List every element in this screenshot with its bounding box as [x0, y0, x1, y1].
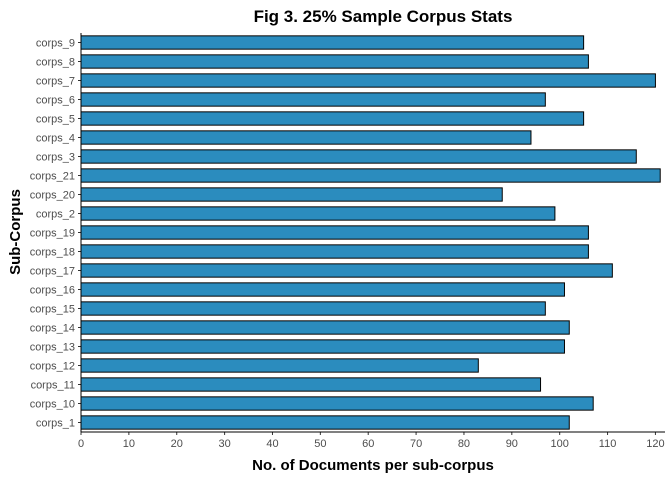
y-tick-label: corps_18	[30, 247, 75, 259]
x-tick-label: 50	[314, 438, 326, 450]
bar-corps_12	[80, 358, 479, 373]
y-axis-title: Sub-Corpus	[7, 189, 24, 275]
x-tick-label: 40	[266, 438, 278, 450]
x-tick-label: 30	[218, 438, 230, 450]
x-tick-label: 100	[551, 438, 569, 450]
x-tick-label: 90	[506, 438, 518, 450]
y-axis-ticks: corps_9 corps_8 corps_7 corps_6 corps_5corps…	[30, 38, 81, 430]
bar-corps_8	[80, 54, 589, 69]
bar-corps_2	[80, 206, 556, 221]
y-tick-label: corps_2	[36, 209, 75, 221]
bar-corps_7	[80, 73, 656, 88]
y-tick-label: corps_17	[30, 266, 75, 278]
bar-corps_6	[80, 92, 546, 107]
chart-title: Fig 3. 25% Sample Corpus Stats	[254, 7, 513, 26]
bar-corps_11	[80, 377, 542, 392]
y-tick-label: corps_6	[36, 95, 75, 107]
bar-corps_17	[80, 263, 613, 278]
x-tick-label: 60	[362, 438, 374, 450]
bar-corps_20	[80, 187, 503, 202]
y-tick-label: corps_19	[30, 228, 75, 240]
bar-corps_4	[80, 130, 532, 145]
y-tick-label: corps_8	[36, 57, 75, 69]
bar-corps_10	[80, 396, 594, 411]
bar-corps_16	[80, 282, 565, 297]
bar-corps_14	[80, 320, 570, 335]
y-tick-label: corps_12	[30, 361, 75, 373]
x-tick-label: 110	[599, 438, 617, 450]
x-tick-label: 80	[458, 438, 470, 450]
x-axis-title: No. of Documents per sub-corpus	[252, 457, 494, 474]
y-tick-label: corps_15	[30, 304, 75, 316]
y-tick-label: corps_10	[30, 399, 75, 411]
y-tick-label: corps_7	[36, 76, 75, 88]
x-tick-label: 120	[646, 438, 664, 450]
y-tick-label: corps_11	[31, 380, 75, 392]
bar-corps_5	[80, 111, 585, 126]
bar-corps_9	[80, 35, 585, 50]
x-tick-label: 0	[78, 438, 84, 450]
y-tick-label: corps_1	[36, 418, 75, 430]
bar-corps_18	[80, 244, 589, 259]
bar-corps_3	[80, 149, 637, 164]
x-tick-label: 70	[410, 438, 422, 450]
y-tick-label: corps_9	[36, 38, 75, 50]
bar-corps_1	[80, 415, 570, 430]
y-tick-label: corps_3	[36, 152, 75, 164]
x-tick-label: 10	[123, 438, 135, 450]
y-tick-label: corps_16	[30, 285, 75, 297]
x-axis-ticks: 0 10 20 30 40 50 60 70 80 90 100 110 120	[78, 432, 665, 450]
bar-corps_13	[80, 339, 565, 354]
bars-group	[80, 35, 661, 430]
y-tick-label: corps_20	[30, 190, 75, 202]
bar-corps_21	[80, 168, 661, 183]
y-tick-label: corps_4	[36, 133, 75, 145]
bar-corps_19	[80, 225, 589, 240]
bar-corps_15	[80, 301, 546, 316]
y-tick-label: corps_13	[30, 342, 75, 354]
y-tick-label: corps_5	[36, 114, 75, 126]
x-tick-label: 20	[171, 438, 183, 450]
y-tick-label: corps_14	[30, 323, 75, 335]
y-tick-label: corps_21	[30, 171, 75, 183]
